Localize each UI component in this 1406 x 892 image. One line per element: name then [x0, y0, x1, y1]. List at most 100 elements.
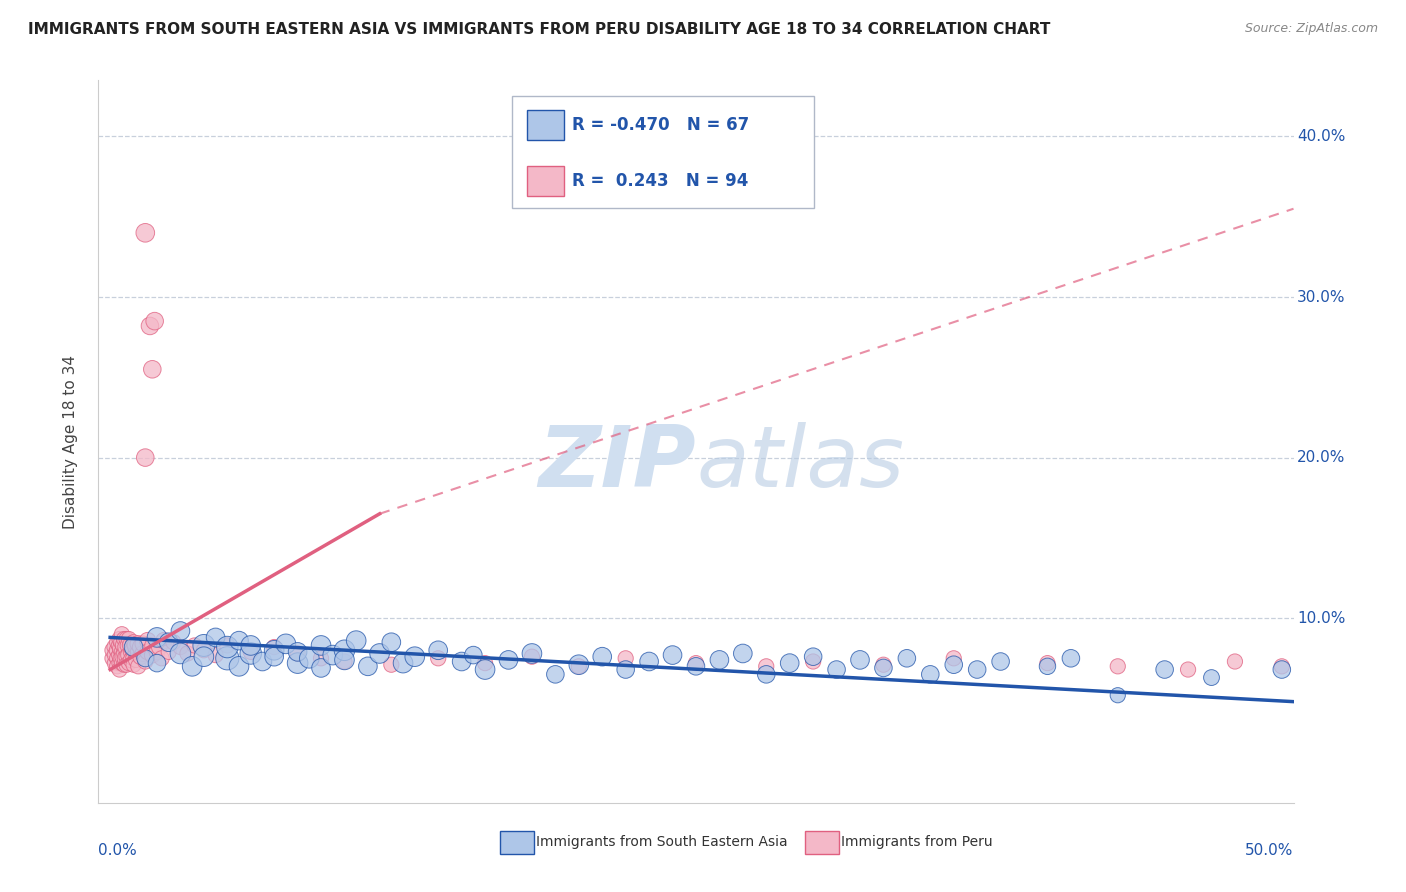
Point [132, 647, 155, 661]
Point [333, 643, 356, 657]
Point [392, 656, 415, 670]
Point [108, 632, 131, 646]
Point [239, 647, 262, 661]
Point [127, 659, 149, 673]
Point [966, 663, 988, 677]
Point [112, 639, 135, 653]
Point [779, 656, 801, 670]
Point [801, 649, 824, 664]
Point [685, 659, 707, 673]
Point [122, 657, 145, 672]
Point [134, 655, 156, 669]
Point [125, 647, 148, 661]
Point [463, 648, 485, 662]
Point [143, 314, 166, 328]
Point [118, 632, 141, 646]
Point [1107, 659, 1129, 673]
Point [108, 656, 131, 670]
Point [1271, 663, 1294, 677]
Text: Source: ZipAtlas.com: Source: ZipAtlas.com [1244, 22, 1378, 36]
Point [146, 631, 169, 645]
Point [263, 640, 285, 654]
Point [1223, 655, 1246, 669]
Point [263, 643, 285, 657]
Point [1201, 671, 1223, 685]
Point [169, 647, 191, 661]
Text: R =  0.243   N = 94: R = 0.243 N = 94 [572, 172, 749, 190]
Point [118, 639, 141, 653]
Point [287, 647, 309, 661]
Point [111, 641, 134, 656]
Point [591, 649, 613, 664]
Point [122, 635, 145, 649]
Point [120, 645, 142, 659]
Point [118, 648, 141, 662]
Point [115, 632, 138, 646]
Point [146, 656, 169, 670]
Text: 0.0%: 0.0% [98, 843, 138, 857]
Point [474, 663, 496, 677]
Point [309, 651, 332, 665]
Point [112, 632, 135, 646]
Point [1060, 651, 1083, 665]
Point [872, 661, 894, 675]
Point [309, 639, 332, 653]
Point [108, 663, 131, 677]
Point [287, 645, 309, 659]
Text: Immigrants from Peru: Immigrants from Peru [842, 836, 993, 849]
Point [112, 657, 135, 672]
Point [252, 655, 274, 669]
Point [157, 635, 180, 649]
Point [146, 645, 169, 659]
Point [263, 649, 285, 664]
Point [122, 643, 145, 657]
Point [1177, 663, 1199, 677]
Point [162, 635, 184, 649]
Point [322, 648, 344, 662]
Text: IMMIGRANTS FROM SOUTH EASTERN ASIA VS IMMIGRANTS FROM PERU DISABILITY AGE 18 TO : IMMIGRANTS FROM SOUTH EASTERN ASIA VS IM… [28, 22, 1050, 37]
Point [872, 657, 894, 672]
Point [193, 643, 215, 657]
Text: 50.0%: 50.0% [1246, 843, 1294, 857]
Point [427, 651, 450, 665]
Point [333, 653, 356, 667]
Point [157, 645, 180, 659]
Point [661, 648, 683, 662]
Point [404, 649, 426, 664]
Point [120, 653, 142, 667]
Point [731, 647, 754, 661]
Point [990, 655, 1012, 669]
Point [105, 659, 128, 673]
Point [217, 639, 239, 653]
Point [368, 647, 391, 661]
Point [498, 653, 520, 667]
Point [204, 631, 226, 645]
Point [357, 659, 380, 673]
Text: atlas: atlas [696, 422, 904, 505]
Point [638, 655, 661, 669]
Point [141, 648, 163, 662]
Point [141, 639, 163, 653]
Point [105, 651, 128, 665]
Point [134, 651, 156, 665]
Point [380, 635, 402, 649]
Point [111, 651, 134, 665]
Point [568, 657, 591, 672]
Point [139, 318, 162, 333]
Point [101, 651, 124, 665]
Text: Immigrants from South Eastern Asia: Immigrants from South Eastern Asia [537, 836, 787, 849]
Point [1107, 688, 1129, 702]
Point [150, 651, 173, 665]
Point [333, 655, 356, 669]
Point [122, 651, 145, 665]
Point [169, 640, 191, 654]
Point [568, 659, 591, 673]
Point [148, 640, 170, 654]
Point [112, 647, 135, 661]
Point [193, 639, 215, 653]
Point [685, 656, 707, 670]
Text: 20.0%: 20.0% [1298, 450, 1346, 465]
Point [298, 651, 321, 665]
Point [239, 645, 262, 659]
Point [141, 362, 163, 376]
